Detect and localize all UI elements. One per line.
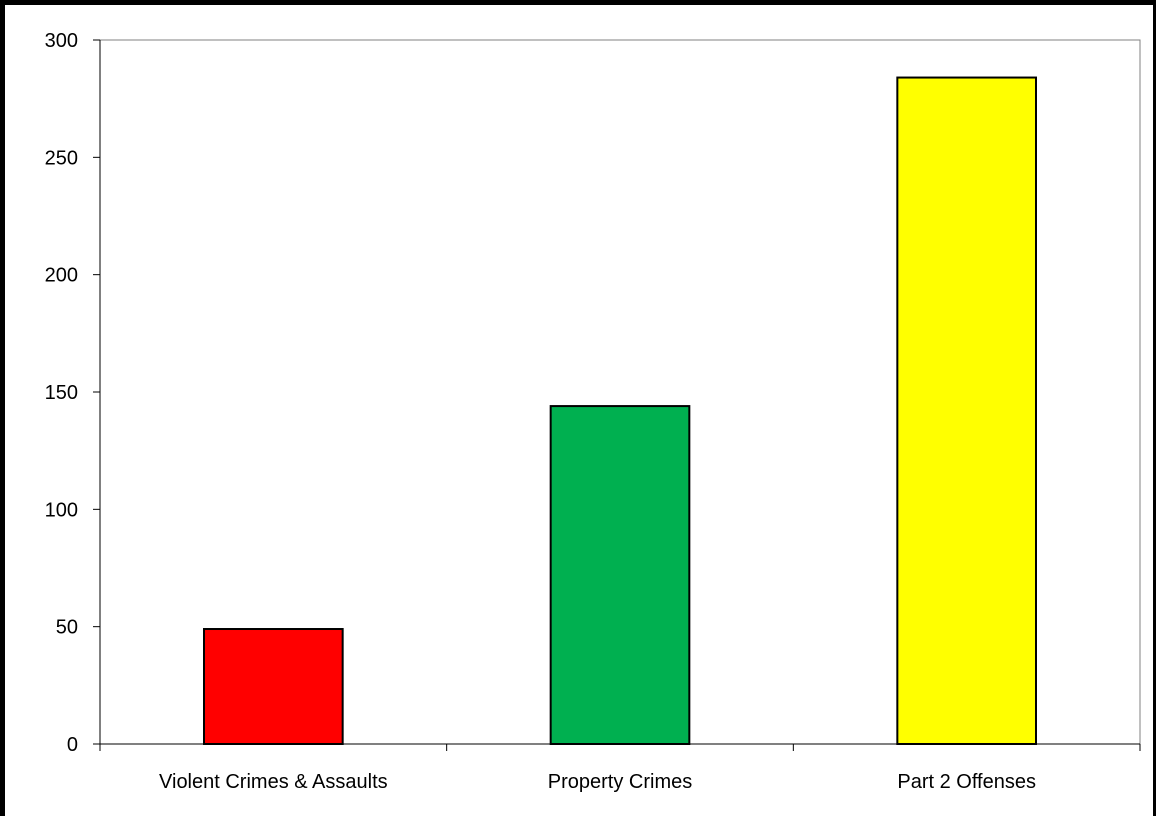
y-tick-label: 300 — [45, 30, 78, 52]
x-axis: Violent Crimes & Assaults Property Crimes… — [99, 743, 1141, 793]
y-tick-label: 200 — [45, 265, 78, 287]
bars — [203, 76, 1037, 745]
bar-chart: 0 50 100 150 200 250 300 Violent Crimes & Assa… — [45, 30, 1141, 793]
x-tick-label: Part 2 Offenses — [897, 771, 1036, 793]
x-tick-label: Violent Crimes & Assaults — [159, 771, 388, 793]
y-tick-label: 100 — [45, 499, 78, 521]
y-tick-label: 150 — [45, 382, 78, 404]
x-tick-label: Property Crimes — [548, 771, 692, 793]
bar — [203, 628, 344, 745]
y-tick-label: 250 — [45, 147, 78, 169]
bar — [549, 405, 691, 745]
y-tick-label: 50 — [56, 617, 78, 639]
y-axis: 0 50 100 150 200 250 300 — [45, 30, 101, 756]
bar — [896, 76, 1037, 745]
y-tick-label: 0 — [67, 734, 78, 756]
